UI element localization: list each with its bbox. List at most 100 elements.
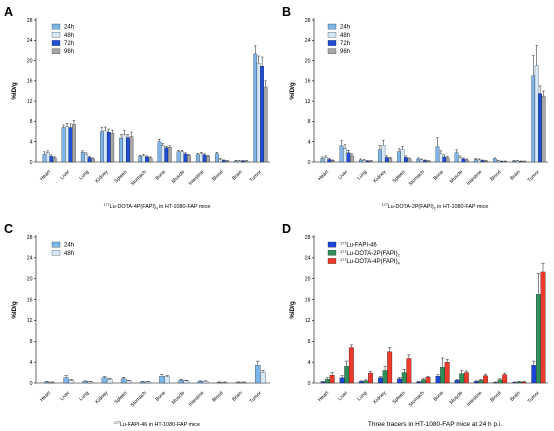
bar-blood-0 xyxy=(216,382,223,384)
y-tick-label: 20 xyxy=(27,58,33,64)
category-label-brain: Brain xyxy=(231,169,244,182)
bar-spleen-1 xyxy=(126,380,132,384)
bar-intestine-0 xyxy=(195,154,200,163)
legend-swatch xyxy=(327,258,337,264)
bar-brain-0 xyxy=(512,382,518,384)
bar-blood-2 xyxy=(502,374,508,384)
bar-muscle-2 xyxy=(461,158,466,163)
bar-blood-1 xyxy=(218,159,223,163)
category-label-muscle: Muscle xyxy=(449,169,465,185)
chart-panel-b: B 0 4 8 12 16 20 24 28 %ID/g Heart Liver Lung Kidney S… xyxy=(282,5,548,211)
bar-stomach-0 xyxy=(416,158,421,163)
y-tick-label: 0 xyxy=(30,381,33,387)
bar-bone-0 xyxy=(157,141,162,163)
bar-intestine-1 xyxy=(477,159,482,163)
category-label-heart: Heart xyxy=(317,169,330,182)
category-label-intestine: Intestine xyxy=(188,169,206,187)
bar-lung-1 xyxy=(84,154,89,163)
bar-liver-1 xyxy=(343,148,347,163)
y-tick-label: 12 xyxy=(27,99,33,105)
bar-muscle-2 xyxy=(463,372,469,384)
bar-muscle-0 xyxy=(178,380,184,384)
bar-bone-3 xyxy=(445,157,450,163)
bar-liver-2 xyxy=(68,127,73,163)
bar-muscle-1 xyxy=(459,373,465,384)
panel-letter: B xyxy=(282,5,291,19)
bar-liver-1 xyxy=(65,126,69,163)
y-tick-label: 24 xyxy=(305,256,311,262)
chart-panel-d: D 0 4 8 12 16 20 24 28 %ID/g Heart Liver Lung Kidney S… xyxy=(282,222,548,428)
bar-brain-1 xyxy=(237,160,242,163)
bar-kidney-3 xyxy=(110,132,115,163)
category-label-tumor: Tumor xyxy=(249,169,264,184)
bar-kidney-2 xyxy=(106,131,111,163)
bar-lung-2 xyxy=(365,160,370,163)
category-label-stomach: Stomach xyxy=(130,169,148,187)
bar-tumor-1 xyxy=(260,372,266,384)
panel-letter: A xyxy=(4,5,13,19)
y-tick-label: 4 xyxy=(30,360,33,366)
bar-blood-1 xyxy=(497,379,503,384)
bar-spleen-1 xyxy=(122,134,127,163)
bar-bone-1 xyxy=(164,376,170,384)
legend-label: 177Lu-DOTA-4P(FAPI)4 xyxy=(340,258,400,266)
bar-kidney-0 xyxy=(100,131,104,163)
x-axis-title: 177Lu-DOTA-2P(FAPI)2 in HT-1080-FAP mice xyxy=(382,203,489,211)
legend-swatch xyxy=(327,32,337,38)
bar-bone-2 xyxy=(164,147,169,163)
bar-lung-1 xyxy=(87,381,94,384)
x-axis-title: 177Lu-FAPI-46 in HT-1080-FAP mice xyxy=(114,421,200,428)
category-label-lung: Lung xyxy=(356,169,368,181)
bar-lung-1 xyxy=(362,160,367,163)
bar-kidney-1 xyxy=(381,145,386,163)
chart-panel-c: C 0 4 8 12 16 20 24 28 %ID/g Heart Liver Lung Kidney S… xyxy=(4,222,270,428)
bar-stomach-1 xyxy=(419,159,424,163)
category-label-lung: Lung xyxy=(356,390,368,402)
bar-blood-2 xyxy=(221,160,226,163)
legend-label: 177Lu-FAPI-46 xyxy=(340,242,377,249)
panel-letter: D xyxy=(282,222,291,236)
bar-tumor-3 xyxy=(541,95,546,163)
category-label-stomach: Stomach xyxy=(408,169,426,187)
bar-blood-0 xyxy=(215,153,219,163)
legend-label: 48h xyxy=(64,33,74,39)
legend-swatch xyxy=(51,32,61,38)
y-tick-label: 8 xyxy=(308,339,311,345)
y-tick-label: 20 xyxy=(305,277,311,283)
y-tick-label: 12 xyxy=(305,99,311,105)
bar-tumor-3 xyxy=(263,86,268,163)
bar-kidney-1 xyxy=(106,379,113,384)
y-tick-label: 16 xyxy=(27,79,33,85)
bar-bone-0 xyxy=(159,376,165,384)
bar-spleen-0 xyxy=(397,378,403,384)
y-tick-label: 8 xyxy=(30,119,33,125)
legend-label: 24h xyxy=(340,25,350,31)
bar-lung-1 xyxy=(363,380,369,384)
bar-stomach-2 xyxy=(423,160,427,163)
category-label-brain: Brain xyxy=(231,390,244,403)
bar-bone-2 xyxy=(442,156,447,163)
bar-tumor-0 xyxy=(531,75,536,163)
bar-heart-2 xyxy=(327,159,332,163)
bar-liver-3 xyxy=(72,124,76,163)
bar-liver-0 xyxy=(339,145,344,163)
bar-spleen-0 xyxy=(397,151,401,163)
x-axis-title: Three tracers in HT-1080-FAP mice at 24 … xyxy=(368,421,502,428)
bar-heart-0 xyxy=(42,154,47,163)
legend-swatch xyxy=(51,48,61,54)
bar-spleen-1 xyxy=(400,149,405,163)
legend-label: 96h xyxy=(64,49,74,55)
category-label-blood: Blood xyxy=(489,169,502,182)
bar-spleen-3 xyxy=(407,158,412,163)
bar-lung-0 xyxy=(358,381,364,384)
bar-spleen-2 xyxy=(126,137,130,163)
panel-letter: C xyxy=(4,222,13,236)
bar-bone-3 xyxy=(167,147,172,163)
legend-label: 72h xyxy=(340,41,350,47)
category-label-bone: Bone xyxy=(154,390,167,403)
bar-muscle-1 xyxy=(458,157,462,163)
bar-spleen-0 xyxy=(120,378,127,384)
category-label-blood: Blood xyxy=(489,390,502,403)
bar-liver-3 xyxy=(350,155,354,163)
y-tick-label: 12 xyxy=(27,318,33,324)
